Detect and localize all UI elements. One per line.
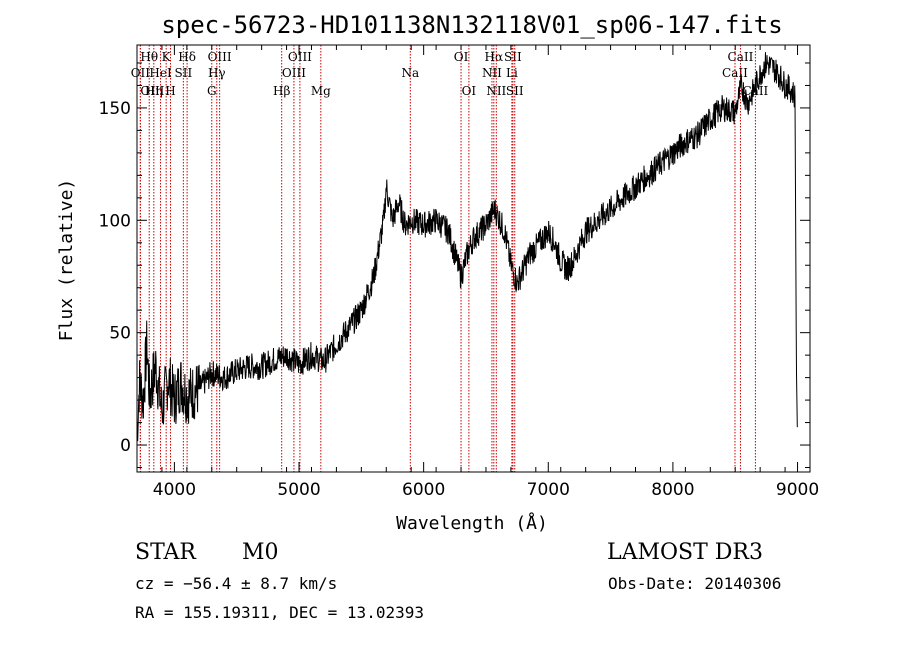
emission-line-label: H [165, 84, 175, 98]
emission-line-label: OIII [288, 50, 312, 64]
emission-line-label: OI [462, 84, 477, 98]
emission-line-label: SII [504, 50, 522, 64]
emission-line-label: G [207, 84, 217, 98]
emission-line-label: Li [506, 66, 518, 80]
emission-line-label: CaII [728, 50, 754, 64]
x-tick-label: 7000 [527, 480, 570, 500]
y-tick-label: 0 [120, 436, 131, 456]
redshift-cz: cz = −56.4 ± 8.7 km/s [135, 574, 338, 593]
x-tick-label: 8000 [651, 480, 694, 500]
emission-line-label: OI [454, 50, 469, 64]
emission-line-label: CaII [722, 66, 748, 80]
y-tick-label: 50 [109, 324, 131, 344]
emission-line-label: Hγ [208, 66, 226, 80]
emission-line-label: Hβ [273, 84, 290, 98]
spectrum-trace [136, 52, 798, 442]
emission-line-label: HeI [149, 66, 172, 80]
object-class: STAR [135, 540, 196, 565]
emission-line-label: OIII [208, 50, 232, 64]
emission-line-label: NII [482, 66, 502, 80]
emission-line-label: NII [486, 84, 506, 98]
emission-line-label: Hη [145, 84, 163, 98]
emission-line-label: SII [175, 66, 193, 80]
emission-line-label: Hδ [178, 50, 196, 64]
emission-line-label: Hθ [140, 50, 158, 64]
x-tick-label: 9000 [776, 480, 819, 500]
emission-line-label: OIII [140, 84, 164, 98]
x-tick-label: 6000 [402, 480, 445, 500]
plot-frame [136, 44, 811, 473]
x-tick-label: 5000 [277, 480, 320, 500]
y-tick-label: 100 [99, 211, 131, 231]
object-subclass: M0 [242, 540, 279, 565]
emission-line-label: Hα [485, 50, 504, 64]
chart-title: spec-56723-HD101138N132118V01_sp06-147.f… [161, 11, 782, 39]
emission-line-label: Mg [311, 84, 331, 98]
x-tick-label: 4000 [153, 480, 196, 500]
y-tick-label: 150 [99, 99, 131, 119]
emission-line-label: OIII [282, 66, 306, 80]
survey-name: LAMOST DR3 [607, 540, 763, 565]
x-axis-label: Wavelength (Å) [396, 512, 548, 534]
emission-line-label: K [162, 50, 172, 64]
emission-line-label: Na [401, 66, 419, 80]
coordinates: RA = 155.19311, DEC = 13.02393 [135, 603, 424, 622]
observation-date: Obs-Date: 20140306 [608, 574, 782, 593]
y-axis-label: Flux (relative) [56, 179, 77, 342]
emission-line-label: SII [506, 84, 524, 98]
